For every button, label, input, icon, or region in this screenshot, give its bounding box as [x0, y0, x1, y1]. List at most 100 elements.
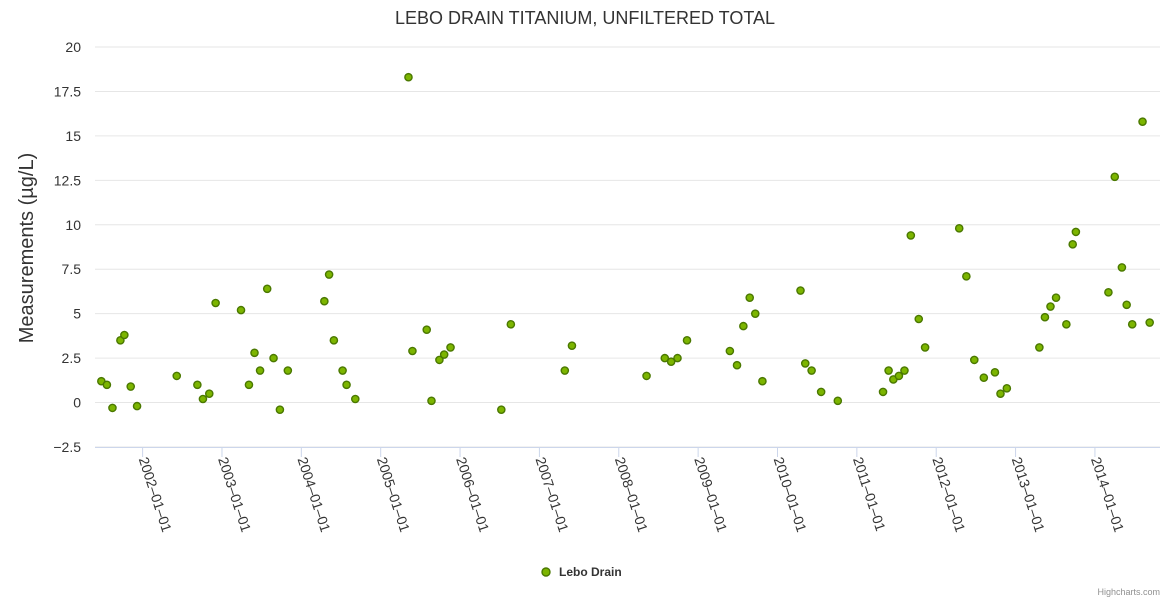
- data-point[interactable]: [1138, 117, 1147, 126]
- data-point[interactable]: [962, 272, 971, 281]
- data-point[interactable]: [350, 394, 360, 404]
- data-point[interactable]: [172, 371, 182, 381]
- data-point[interactable]: [236, 305, 246, 315]
- data-point[interactable]: [682, 336, 692, 345]
- data-point[interactable]: [324, 270, 334, 279]
- data-point[interactable]: [132, 401, 142, 411]
- data-point[interactable]: [408, 346, 417, 356]
- y-tick-label: 5: [73, 306, 81, 322]
- x-tick-label: 2014–01–01: [1088, 455, 1127, 534]
- x-tick-label: 2004–01–01: [294, 455, 333, 534]
- data-point[interactable]: [1145, 318, 1154, 327]
- data-point[interactable]: [250, 348, 259, 358]
- data-point[interactable]: [338, 366, 347, 375]
- data-point[interactable]: [673, 353, 682, 363]
- series-points[interactable]: [97, 72, 1154, 414]
- x-tick-label: 2011–01–01: [850, 455, 889, 533]
- grid-lines: [95, 46, 1160, 448]
- data-point[interactable]: [439, 350, 449, 359]
- data-point[interactable]: [1117, 263, 1127, 272]
- data-point[interactable]: [816, 387, 826, 397]
- data-point[interactable]: [642, 371, 651, 381]
- data-point[interactable]: [1127, 320, 1137, 329]
- data-point[interactable]: [329, 336, 339, 345]
- data-point[interactable]: [204, 389, 214, 398]
- y-tick-label: 10: [65, 217, 81, 233]
- data-point[interactable]: [1035, 343, 1044, 352]
- data-point[interactable]: [969, 355, 979, 365]
- data-point[interactable]: [920, 343, 930, 352]
- data-point[interactable]: [914, 314, 924, 324]
- data-point[interactable]: [954, 224, 964, 233]
- data-point[interactable]: [269, 353, 278, 363]
- data-point[interactable]: [102, 380, 112, 390]
- data-point[interactable]: [732, 360, 742, 370]
- data-point[interactable]: [979, 373, 989, 382]
- data-point[interactable]: [878, 387, 888, 397]
- data-point[interactable]: [1046, 302, 1055, 311]
- data-point[interactable]: [567, 341, 577, 350]
- data-point[interactable]: [198, 394, 208, 404]
- data-point[interactable]: [255, 366, 265, 375]
- data-point[interactable]: [560, 366, 570, 375]
- y-axis-label: Measurements (µg/L): [16, 153, 38, 343]
- data-point[interactable]: [120, 330, 129, 340]
- data-point[interactable]: [1040, 312, 1050, 322]
- x-tick-label: 2007–01–01: [533, 455, 572, 534]
- data-point[interactable]: [796, 286, 805, 295]
- data-point[interactable]: [262, 284, 272, 294]
- data-point[interactable]: [800, 359, 810, 368]
- data-point[interactable]: [427, 396, 436, 406]
- data-point[interactable]: [750, 309, 760, 318]
- data-point[interactable]: [758, 376, 767, 386]
- x-tick-label: 2002–01–01: [136, 455, 175, 534]
- data-point[interactable]: [884, 366, 893, 375]
- data-point[interactable]: [404, 72, 413, 82]
- data-point[interactable]: [807, 366, 816, 375]
- data-point[interactable]: [275, 405, 285, 414]
- data-point[interactable]: [342, 380, 351, 390]
- data-point[interactable]: [446, 343, 455, 352]
- y-tick-label: −2.5: [53, 439, 81, 455]
- data-point[interactable]: [1051, 293, 1061, 302]
- data-point[interactable]: [320, 296, 329, 306]
- data-point[interactable]: [1122, 300, 1131, 310]
- legend-label[interactable]: Lebo Drain: [559, 565, 622, 579]
- x-axis-ticks: 2002–01–01 2003–01–01 2004–01–01 2005–01–01…: [136, 447, 1127, 534]
- data-point[interactable]: [833, 396, 843, 406]
- data-point[interactable]: [739, 321, 748, 331]
- data-point[interactable]: [906, 231, 916, 240]
- y-axis-ticks: −2.5 0 2.5 5 7.5 10 12.5 15 17.5 20: [53, 39, 81, 455]
- legend[interactable]: Lebo Drain: [541, 565, 622, 579]
- data-point[interactable]: [666, 357, 676, 366]
- data-point[interactable]: [497, 405, 506, 414]
- data-point[interactable]: [1071, 227, 1081, 237]
- x-tick-label: 2010–01–01: [771, 455, 810, 534]
- data-point[interactable]: [1104, 288, 1113, 297]
- data-point[interactable]: [1068, 240, 1078, 249]
- credits[interactable]: Highcharts.com: [1097, 587, 1160, 597]
- data-point[interactable]: [996, 389, 1005, 398]
- data-point[interactable]: [108, 403, 117, 413]
- data-point[interactable]: [660, 353, 670, 363]
- data-point[interactable]: [990, 368, 1000, 377]
- x-tick-label: 2005–01–01: [374, 455, 413, 534]
- data-point[interactable]: [1002, 384, 1012, 393]
- data-point[interactable]: [1062, 320, 1071, 329]
- data-point[interactable]: [1110, 172, 1120, 182]
- data-point[interactable]: [422, 325, 432, 334]
- data-point[interactable]: [506, 320, 516, 329]
- y-tick-label: 7.5: [62, 261, 82, 277]
- data-point[interactable]: [725, 346, 735, 356]
- data-point[interactable]: [244, 380, 254, 390]
- data-point[interactable]: [126, 382, 136, 391]
- data-point[interactable]: [283, 366, 293, 375]
- data-point[interactable]: [900, 366, 909, 375]
- data-point[interactable]: [745, 293, 755, 302]
- data-point[interactable]: [894, 371, 904, 381]
- data-point[interactable]: [193, 380, 202, 390]
- data-point[interactable]: [211, 298, 220, 308]
- data-point[interactable]: [435, 355, 444, 365]
- legend-marker-icon: [541, 567, 551, 577]
